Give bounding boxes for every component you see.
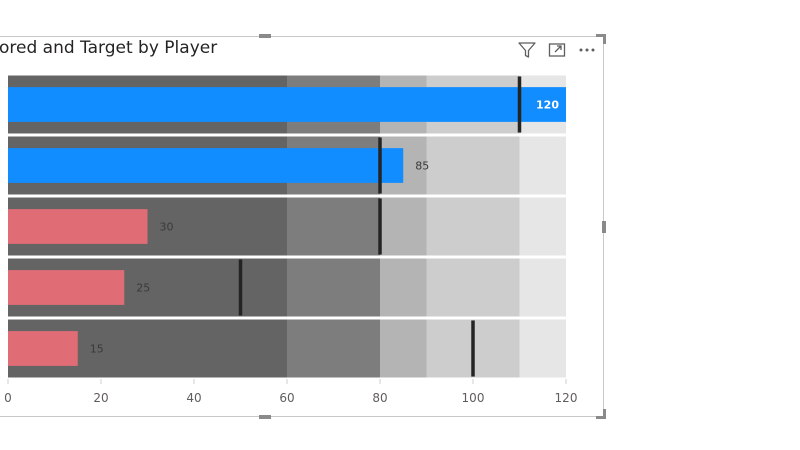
x-tick-label: 20 [93, 391, 108, 405]
value-bar[interactable] [8, 87, 566, 122]
target-marker [517, 76, 522, 133]
range-band [519, 136, 566, 195]
range-band [519, 258, 566, 317]
target-marker [378, 198, 382, 255]
resize-handle-bottom-right[interactable] [596, 409, 606, 419]
range-band [287, 197, 380, 256]
value-bar[interactable] [8, 209, 148, 244]
data-label: 15 [90, 343, 104, 356]
range-band [426, 258, 520, 317]
resize-handle-top-right[interactable] [596, 34, 606, 44]
bullet-chart: 120 85 30 25 15 0 20 40 60 80 100 120 [4, 75, 578, 405]
range-band [287, 319, 380, 378]
more-options-icon[interactable] [577, 40, 597, 60]
target-marker [378, 137, 382, 194]
data-label: 30 [160, 221, 174, 234]
data-label: 25 [136, 282, 150, 295]
filter-icon[interactable] [517, 40, 537, 60]
target-marker [471, 320, 475, 377]
target-marker [238, 259, 243, 316]
visual-header-toolbar [517, 40, 597, 60]
resize-handle-top[interactable] [259, 34, 271, 38]
range-band [287, 258, 380, 317]
data-label: 120 [536, 99, 559, 112]
data-label: 85 [415, 160, 429, 173]
value-bar[interactable] [8, 270, 125, 305]
focus-mode-icon[interactable] [547, 40, 567, 60]
value-bar[interactable] [8, 148, 404, 183]
x-tick-label: 80 [372, 391, 387, 405]
range-band [380, 258, 427, 317]
resize-handle-bottom[interactable] [259, 415, 271, 419]
resize-handle-right[interactable] [602, 221, 606, 233]
x-tick-label: 0 [4, 391, 12, 405]
value-bar[interactable] [8, 331, 78, 366]
x-tick-label: 60 [279, 391, 294, 405]
visual-title: ored and Target by Player [0, 38, 218, 58]
x-tick-label: 120 [555, 391, 578, 405]
bullet-chart-visual[interactable]: ored and Target by Player 120 85 30 25 15 0 20… [0, 34, 606, 419]
range-band [380, 319, 427, 378]
x-tick-label: 100 [462, 391, 485, 405]
range-band [426, 136, 520, 195]
x-tick-label: 40 [186, 391, 201, 405]
range-band [426, 197, 520, 256]
range-band [380, 197, 427, 256]
range-band [519, 319, 566, 378]
range-band [519, 197, 566, 256]
